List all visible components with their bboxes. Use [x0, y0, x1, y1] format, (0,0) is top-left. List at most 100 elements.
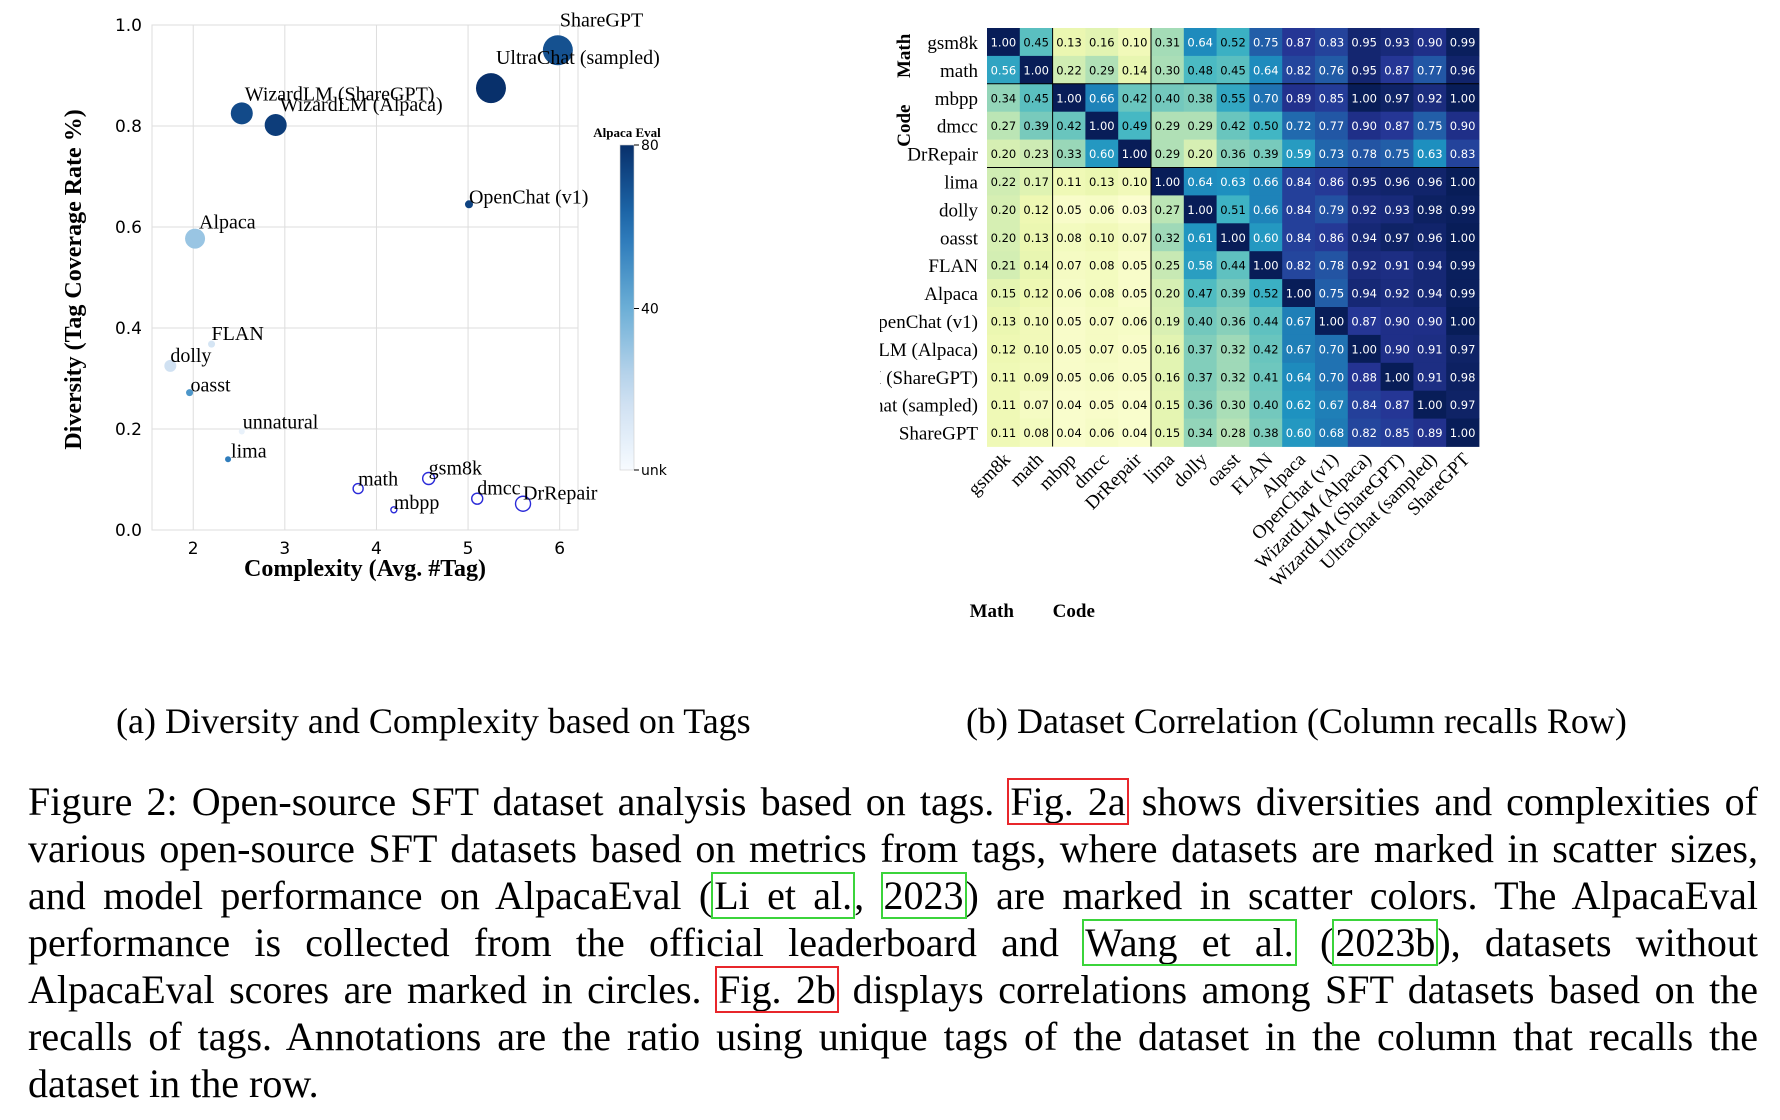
heatmap-cell — [1216, 111, 1250, 140]
citation-wang-link[interactable]: Wang et al. — [1082, 919, 1297, 966]
cell-label: 0.13 — [1023, 231, 1049, 245]
heatmap-cell — [1380, 139, 1414, 168]
heatmap-cell — [1019, 279, 1053, 308]
cell-label: 0.47 — [1187, 287, 1213, 301]
heatmap-cell — [987, 111, 1021, 140]
cell-label: 0.66 — [1089, 91, 1115, 105]
heatmap-cell — [1216, 83, 1250, 113]
scatter-point — [464, 200, 473, 209]
cell-label: 0.07 — [1089, 314, 1115, 328]
heatmap-cell — [1085, 83, 1119, 113]
cell-label: 0.83 — [1319, 35, 1345, 49]
cell-label: 0.86 — [1319, 231, 1345, 245]
caption-text: displays correlations among SFT datasets… — [28, 967, 1759, 1106]
heatmap-cell — [1151, 28, 1185, 57]
point-label: oasst — [191, 375, 231, 397]
cell-label: 0.28 — [1220, 426, 1246, 440]
heatmap-cell — [1118, 167, 1152, 196]
cell-label: 0.76 — [1319, 63, 1345, 77]
cell-label: 0.15 — [991, 287, 1017, 301]
heatmap-cell — [1052, 167, 1086, 196]
heatmap-cell — [1249, 251, 1283, 280]
cell-label: 0.40 — [1253, 398, 1279, 412]
scatter-point — [471, 492, 484, 505]
cell-label: 0.96 — [1417, 231, 1443, 245]
heatmap-cell — [1347, 334, 1381, 364]
cell-label: 0.92 — [1351, 259, 1377, 273]
heatmap-cell — [1315, 334, 1349, 364]
cell-label: 0.99 — [1450, 259, 1476, 273]
cell-label: 0.70 — [1319, 342, 1345, 356]
cell-label: 0.29 — [1155, 119, 1181, 133]
cell-label: 0.05 — [1122, 342, 1148, 356]
cell-label: 0.40 — [1187, 314, 1213, 328]
fig2b-link[interactable]: Fig. 2b — [715, 966, 840, 1013]
y-tick-label: 0.0 — [115, 521, 142, 541]
heatmap-cell — [1413, 251, 1447, 280]
cell-label: 0.25 — [1155, 259, 1181, 273]
heatmap-cell — [1380, 55, 1414, 85]
cell-label: 0.37 — [1187, 370, 1213, 384]
cell-label: 0.05 — [1056, 370, 1082, 384]
heatmap-cell — [1413, 279, 1447, 308]
citation-2023-link[interactable]: 2023 — [880, 872, 967, 919]
heatmap-cell — [1085, 223, 1119, 252]
cell-label: 0.13 — [991, 314, 1017, 328]
fig2a-link[interactable]: Fig. 2a — [1007, 778, 1129, 825]
col-group-label: Math — [970, 601, 1015, 622]
heatmap-cell — [1380, 111, 1414, 140]
cell-label: 0.97 — [1450, 398, 1476, 412]
cell-label: 0.97 — [1450, 342, 1476, 356]
heatmap-cell — [1052, 390, 1086, 419]
col-group-label: Code — [1053, 601, 1095, 622]
cell-label: 0.32 — [1220, 342, 1246, 356]
cell-label: 0.08 — [1023, 426, 1049, 440]
cell-label: 1.00 — [1351, 91, 1377, 105]
heatmap-cell — [1151, 167, 1185, 196]
cell-label: 0.95 — [1351, 63, 1377, 77]
cell-label: 0.20 — [991, 231, 1017, 245]
citation-2023b-link[interactable]: 2023b — [1332, 919, 1439, 966]
point-label: dmcc — [477, 478, 520, 500]
cell-label: 0.64 — [1187, 35, 1213, 49]
heatmap-cell — [1216, 418, 1250, 447]
cell-label: 0.59 — [1286, 147, 1312, 161]
heatmap-cell — [1151, 390, 1185, 419]
cell-label: 0.08 — [1089, 259, 1115, 273]
heatmap-cell — [1347, 279, 1381, 308]
heatmap-cell — [1216, 195, 1250, 224]
heatmap-cell — [1282, 55, 1316, 85]
citation-li-link[interactable]: Li et al. — [711, 872, 856, 919]
heatmap-cell — [1347, 362, 1381, 392]
cell-label: 0.91 — [1417, 370, 1443, 384]
heatmap-cell — [1019, 167, 1053, 196]
scatter-point — [238, 428, 245, 435]
cell-label: 0.90 — [1351, 119, 1377, 133]
heatmap-cell — [1052, 139, 1086, 168]
cell-label: 1.00 — [1319, 314, 1345, 328]
cell-label: 0.48 — [1187, 63, 1213, 77]
heatmap-cell — [1019, 307, 1053, 336]
point-label: UltraChat (sampled) — [496, 47, 660, 69]
heatmap-cell — [1446, 139, 1480, 168]
heatmap-cell — [1151, 279, 1185, 308]
cell-label: 0.10 — [1023, 342, 1049, 356]
cell-label: 0.32 — [1220, 370, 1246, 384]
cell-label: 0.36 — [1220, 147, 1246, 161]
heatmap-cell — [1183, 167, 1217, 196]
heatmap-cell — [1019, 418, 1053, 447]
cell-label: 0.45 — [1023, 35, 1049, 49]
cell-label: 1.00 — [1122, 147, 1148, 161]
row-label: OpenChat (v1) — [880, 312, 978, 333]
figure-caption: Figure 2: Open-source SFT dataset analys… — [28, 778, 1758, 1107]
cell-label: 0.78 — [1319, 259, 1345, 273]
cell-label: 0.06 — [1089, 203, 1115, 217]
row-group-label: Code — [894, 105, 915, 147]
scatter-point — [475, 73, 506, 104]
cell-label: 0.70 — [1253, 91, 1279, 105]
heatmap-cell — [1052, 418, 1086, 447]
cell-label: 0.06 — [1122, 314, 1148, 328]
heatmap-cell — [1446, 279, 1480, 308]
cell-label: 0.64 — [1187, 175, 1213, 189]
cell-label: 0.87 — [1384, 63, 1410, 77]
